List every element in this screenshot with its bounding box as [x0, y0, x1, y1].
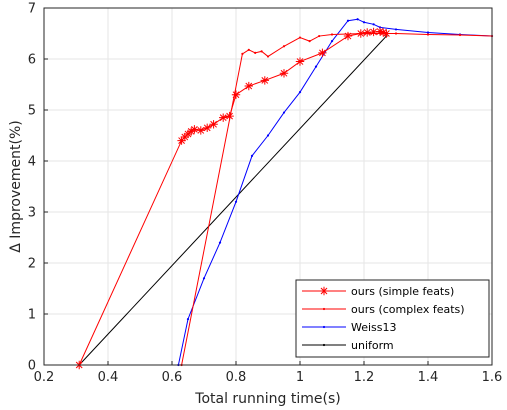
data-point-ours-complex-feats: [254, 51, 257, 54]
data-point-ours-simple-feats: [363, 28, 372, 37]
data-point-ours-simple-feats: [295, 57, 305, 66]
y-tick-label: 0: [28, 359, 36, 374]
series-layer: [75, 18, 494, 370]
data-point-weiss13: [356, 18, 359, 21]
data-point-ours-simple-feats: [203, 123, 212, 133]
plot-frame: [43, 7, 493, 366]
data-point-ours-simple-feats: [196, 126, 205, 135]
data-point-ours-simple-feats: [382, 29, 391, 38]
x-tick-label: 0.8: [226, 370, 247, 385]
legend-label: Weiss13: [351, 321, 397, 334]
legend: ours (simple feats) ours (complex feats) W…: [295, 279, 490, 358]
legend-marker: [322, 343, 326, 347]
data-point-ours-complex-feats: [247, 48, 250, 51]
data-point-ours-complex-feats: [266, 55, 270, 58]
data-point-ours-simple-feats: [209, 120, 218, 129]
data-point-ours-complex-feats: [308, 40, 311, 43]
y-axis-title: Δ Improvement(%): [8, 120, 24, 252]
x-tick-label: 0.6: [162, 370, 183, 385]
data-point-weiss13: [346, 19, 350, 22]
data-point-ours-complex-feats: [394, 32, 398, 35]
legend-label: uniform: [351, 339, 394, 352]
data-point-ours-simple-feats: [190, 125, 199, 134]
data-point-ours-simple-feats: [231, 90, 241, 99]
data-point-ours-complex-feats: [330, 33, 334, 36]
data-point-ours-simple-feats: [318, 48, 327, 58]
x-tick-label: 1.4: [418, 370, 439, 385]
data-point-weiss13: [426, 31, 430, 34]
data-point-ours-complex-feats: [318, 34, 321, 38]
data-point-weiss13: [282, 111, 286, 114]
data-point-ours-complex-feats: [458, 33, 462, 37]
data-point-weiss13: [394, 28, 398, 31]
legend-item-ours-complex-feats: ours (complex feats): [302, 303, 465, 316]
data-point-ours-simple-feats: [180, 132, 189, 142]
axis-ticks: 0.2 0.4 0.6 0.8 1 1.2 1.4 1.6 0 1 2 3 4 5 6 7: [28, 2, 503, 386]
data-point-ours-simple-feats: [177, 136, 186, 145]
data-point-ours-simple-feats: [379, 28, 388, 37]
x-tick-label: 0.4: [98, 370, 119, 385]
x-tick-label: 1.6: [482, 370, 503, 385]
data-point-ours-simple-feats: [375, 27, 385, 36]
data-point-ours-complex-feats: [282, 45, 286, 48]
data-point-ours-simple-feats: [343, 31, 353, 41]
y-tick-label: 3: [28, 206, 36, 221]
legend-marker: [322, 307, 326, 311]
data-point-ours-simple-feats: [369, 27, 378, 37]
x-tick-label: 0.2: [34, 370, 55, 385]
data-point-ours-complex-feats: [241, 52, 244, 56]
data-point-weiss13: [186, 318, 190, 321]
data-point-ours-simple-feats: [225, 111, 234, 121]
data-point-weiss13: [250, 154, 254, 157]
legend-box: [295, 279, 490, 358]
data-point-ours-simple-feats: [279, 69, 289, 78]
y-tick-label: 1: [28, 308, 36, 323]
data-point-ours-simple-feats: [219, 113, 228, 122]
data-point-ours-complex-feats: [298, 36, 302, 39]
legend-item-weiss13: Weiss13: [302, 321, 397, 334]
series-ours-complex-feats: [180, 32, 494, 367]
legend-item-uniform: uniform: [302, 339, 394, 352]
data-point-weiss13: [266, 134, 270, 137]
series-line-ours-complex-feats: [181, 33, 493, 366]
data-point-weiss13: [234, 200, 238, 203]
y-tick-label: 4: [28, 155, 36, 170]
data-point-weiss13: [362, 21, 366, 24]
data-point-ours-simple-feats: [356, 29, 365, 38]
series-line-uniform: [78, 35, 387, 366]
data-point-weiss13: [372, 23, 375, 26]
x-tick-label: 1.2: [354, 370, 375, 385]
data-point-ours-complex-feats: [426, 33, 430, 36]
data-point-weiss13: [330, 40, 334, 43]
data-point-weiss13: [202, 277, 206, 280]
data-point-weiss13: [314, 65, 318, 68]
y-tick-label: 6: [28, 53, 36, 68]
data-point-ours-simple-feats: [187, 127, 196, 136]
data-point-ours-simple-feats: [260, 76, 269, 85]
y-tick-label: 7: [28, 2, 36, 17]
x-axis-title: Total running time(s): [194, 391, 340, 407]
y-tick-label: 2: [28, 257, 36, 272]
data-point-ours-simple-feats: [244, 81, 253, 91]
legend-item-ours-simple-feats: ours (simple feats): [302, 285, 454, 298]
legend-label: ours (simple feats): [351, 285, 454, 298]
legend-marker: [322, 325, 326, 329]
y-tick-label: 5: [28, 104, 36, 119]
legend-marker: [319, 286, 329, 296]
legend-label: ours (complex feats): [351, 303, 465, 316]
data-point-weiss13: [298, 91, 302, 94]
x-tick-label: 1: [296, 370, 304, 385]
data-point-ours-complex-feats: [260, 50, 263, 53]
data-point-weiss13: [218, 241, 222, 244]
